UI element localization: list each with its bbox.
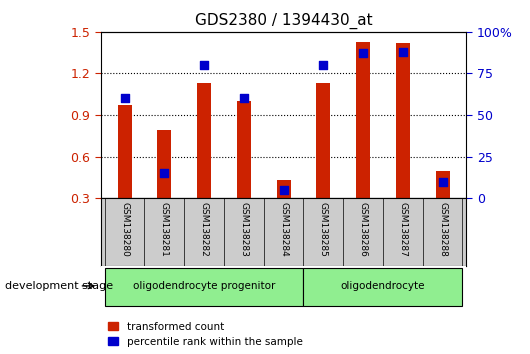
Text: GSM138283: GSM138283 — [240, 202, 248, 257]
Bar — [316, 83, 330, 198]
Bar — [303, 268, 462, 306]
Text: oligodendrocyte: oligodendrocyte — [341, 281, 425, 291]
Bar — [277, 180, 290, 198]
Bar — [396, 43, 410, 198]
Point — [319, 62, 328, 68]
Text: GSM138282: GSM138282 — [200, 202, 208, 256]
Bar — [118, 105, 131, 198]
Text: GSM138280: GSM138280 — [120, 202, 129, 257]
Text: GSM138285: GSM138285 — [319, 202, 328, 257]
Point — [438, 179, 447, 184]
Title: GDS2380 / 1394430_at: GDS2380 / 1394430_at — [195, 13, 373, 29]
Text: GSM138287: GSM138287 — [399, 202, 407, 257]
Bar — [237, 101, 251, 198]
Text: oligodendrocyte progenitor: oligodendrocyte progenitor — [133, 281, 275, 291]
Bar — [157, 130, 171, 198]
Point — [120, 96, 129, 101]
Text: development stage: development stage — [5, 281, 113, 291]
Point — [359, 51, 367, 56]
Point — [160, 171, 169, 176]
Text: GSM138284: GSM138284 — [279, 202, 288, 256]
Point — [240, 96, 248, 101]
Bar — [197, 83, 211, 198]
Point — [200, 62, 208, 68]
Bar — [105, 268, 303, 306]
Text: GSM138281: GSM138281 — [160, 202, 169, 257]
Bar — [356, 41, 370, 198]
Point — [279, 187, 288, 193]
Point — [399, 49, 407, 55]
Text: GSM138286: GSM138286 — [359, 202, 367, 257]
Bar — [436, 171, 449, 198]
Text: GSM138288: GSM138288 — [438, 202, 447, 257]
Legend: transformed count, percentile rank within the sample: transformed count, percentile rank withi… — [106, 319, 305, 349]
